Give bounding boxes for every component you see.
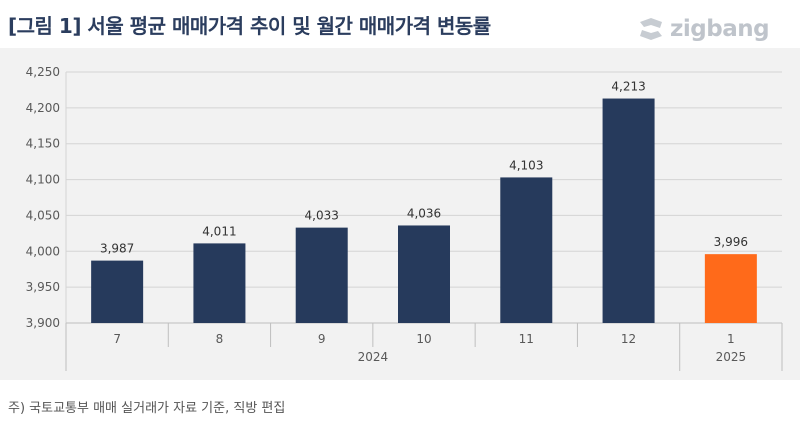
y-tick-label: 3,950	[26, 280, 60, 294]
bar	[500, 177, 553, 323]
chart-title: [그림 1] 서울 평균 매매가격 추이 및 월간 매매가격 변동률	[8, 14, 491, 38]
data-labels: 3,987 4,011 4,033 4,036 4,103 4,213 3,996	[100, 80, 748, 256]
x-tick-label: 11	[519, 332, 534, 346]
bar	[193, 243, 246, 323]
x-tick-label: 10	[416, 332, 431, 346]
x-tick-label: 9	[318, 332, 326, 346]
bar	[91, 260, 144, 323]
x-tick-label: 12	[621, 332, 636, 346]
x-tick-label: 7	[113, 332, 121, 346]
y-tick-label: 3,900	[26, 316, 60, 330]
y-tick-label: 4,100	[26, 173, 60, 187]
y-tick-label: 4,250	[26, 65, 60, 79]
bar	[295, 227, 348, 323]
bar	[704, 254, 757, 323]
bars	[91, 98, 757, 323]
y-axis: 3,900 3,950 4,000 4,050 4,100 4,150 4,200 4,250	[26, 65, 60, 330]
data-label: 4,033	[305, 209, 339, 223]
data-label: 4,011	[202, 224, 236, 238]
source-footnote: 주) 국토교통부 매매 실거래가 자료 기준, 직방 편집	[8, 401, 286, 416]
x-tick-label: 8	[216, 332, 224, 346]
x-group-label: 2025	[716, 350, 747, 364]
y-tick-label: 4,150	[26, 137, 60, 151]
data-label: 3,996	[714, 235, 748, 249]
y-tick-label: 4,000	[26, 244, 60, 258]
logo-wordmark: zigbang	[670, 16, 770, 42]
x-tick-label: 1	[727, 332, 735, 346]
zigbang-logo: zigbang	[636, 16, 770, 42]
zigbang-logo-icon	[640, 18, 662, 40]
y-tick-label: 4,050	[26, 208, 60, 222]
chart-area	[0, 48, 800, 380]
x-axis: 7 8 9 10 11 12 1 2024 2025	[65, 323, 783, 371]
bar	[398, 225, 450, 323]
x-group-label: 2024	[358, 350, 389, 364]
data-label: 4,036	[407, 206, 441, 220]
data-label: 4,213	[611, 80, 645, 94]
y-tick-label: 4,200	[26, 101, 60, 115]
bar-chart: 3,900 3,950 4,000 4,050 4,100 4,150 4,200 4,250…	[26, 65, 783, 371]
data-label: 3,987	[100, 242, 134, 256]
bar	[602, 98, 655, 323]
data-label: 4,103	[509, 158, 543, 172]
